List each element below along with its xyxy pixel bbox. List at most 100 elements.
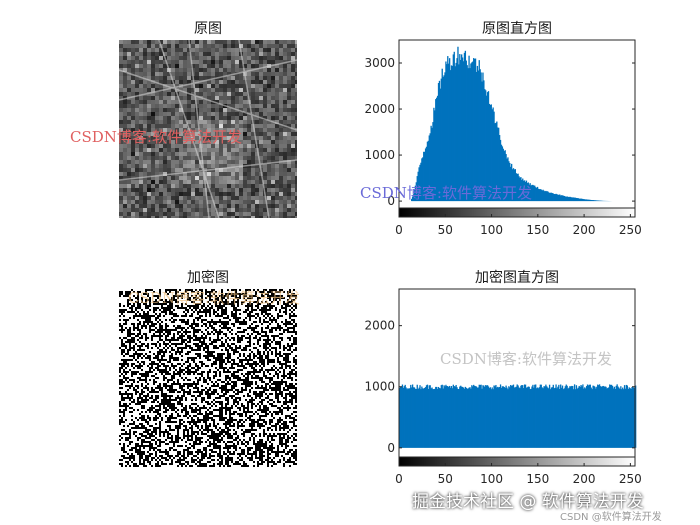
histogram-1-bar — [580, 198, 582, 202]
histogram-2-bar — [571, 385, 573, 448]
histogram-2-bar — [452, 384, 455, 448]
histogram-2-bar — [461, 386, 464, 448]
histogram-1-bar — [574, 197, 577, 202]
histogram-1-bar — [417, 171, 419, 202]
histogram-2-colorbar — [398, 456, 636, 467]
histogram-2-bar — [421, 386, 423, 448]
histogram-1-bar — [454, 66, 456, 202]
histogram-2-bar — [488, 388, 491, 448]
histogram-1-bar — [556, 194, 558, 202]
histogram-2-bar — [490, 389, 492, 448]
histogram-2-bar — [631, 387, 633, 448]
histogram-1-bar — [441, 68, 443, 202]
histogram-1-bar — [519, 177, 521, 202]
histogram-1-bar — [523, 180, 526, 202]
histogram-1-bar — [542, 189, 544, 202]
histogram-2-bar — [583, 388, 585, 448]
histogram-1-bar — [472, 61, 474, 202]
histogram-2-bars — [399, 384, 637, 448]
histogram-2-bar — [472, 386, 474, 448]
histogram-2-bar — [590, 387, 592, 448]
histogram-2-bar — [554, 387, 556, 448]
histogram-1-bar — [528, 184, 530, 202]
histogram-2-bar — [515, 386, 517, 448]
histogram-1-bar — [460, 59, 462, 202]
histogram-2-bar — [625, 384, 628, 448]
histogram-2-bar — [585, 386, 588, 448]
histogram-1-bar — [559, 194, 561, 202]
histogram-2-bar — [537, 388, 540, 448]
histogram-2-bar — [511, 385, 514, 448]
histogram-2-bar — [596, 386, 598, 448]
histogram-2-bar — [463, 388, 466, 448]
histogram-1-ytick-label: 1000 — [364, 148, 395, 162]
histogram-1-bar — [514, 169, 517, 202]
histogram-2-bar — [606, 388, 608, 448]
footer-main: 掘金技术社区 @ 软件算法开发 — [412, 492, 644, 512]
histogram-1-bar — [484, 89, 486, 202]
histogram-2-bar — [582, 384, 584, 448]
histogram-2-bar — [465, 387, 467, 448]
histogram-1-bar — [512, 168, 515, 202]
histogram-1-bar — [545, 190, 547, 202]
histogram-2-bar — [621, 389, 623, 448]
histogram-2-bar — [546, 386, 548, 448]
histogram-1-bar — [529, 183, 531, 202]
histogram-1-bar — [423, 151, 426, 202]
histogram-2-bar — [437, 386, 440, 448]
histogram-2-bar — [491, 387, 493, 448]
histogram-1-bar — [584, 199, 586, 202]
histogram-1-bar — [427, 140, 430, 202]
histogram-2-bar — [418, 387, 420, 448]
histogram-2-bar — [404, 384, 406, 448]
histogram-2-bar — [622, 389, 625, 448]
histogram-1-bar — [518, 176, 520, 202]
histogram-2-bar — [528, 386, 530, 448]
histogram-2-bar — [496, 387, 498, 448]
histogram-2-bar — [512, 384, 515, 448]
histogram-1-bar — [458, 64, 460, 202]
histogram-2-bar — [475, 386, 478, 448]
histogram-1-bar — [418, 167, 420, 202]
histogram-2-bar — [589, 384, 591, 448]
histogram-2-bar — [433, 389, 435, 448]
histogram-1-bar — [497, 127, 499, 202]
histogram-1-bar — [532, 184, 534, 202]
histogram-2-bar — [548, 388, 550, 448]
histogram-2-bar — [601, 386, 604, 448]
histogram-2-bar — [579, 386, 581, 448]
histogram-2-bar — [447, 386, 449, 448]
histogram-2-bar — [531, 386, 533, 448]
histogram-1-xtick-label: 150 — [526, 223, 549, 237]
histogram-1-bar — [429, 133, 431, 202]
histogram-2-bar — [438, 388, 441, 448]
histogram-1-bar — [544, 191, 546, 202]
histogram-1-bar — [482, 72, 484, 202]
histogram-1-bar — [425, 146, 428, 202]
histogram-1-bar — [469, 68, 471, 202]
histogram-2-bar — [489, 387, 492, 448]
histogram-2-bar — [457, 388, 459, 448]
histogram-2-bar — [473, 385, 476, 448]
histogram-1-bar — [433, 107, 435, 202]
histogram-2-bar — [577, 387, 579, 448]
histogram-1-bar — [440, 78, 442, 202]
histogram-1-bar — [430, 125, 432, 202]
histogram-2-bar — [553, 388, 555, 448]
histogram-1-bar — [565, 196, 567, 202]
histogram-1-bar — [506, 158, 508, 202]
histogram-1-bar — [453, 51, 455, 202]
histogram-2-bar — [573, 384, 576, 448]
histogram-1-bar — [572, 197, 575, 202]
histogram-2-bar — [504, 387, 506, 448]
histogram-1-bar — [501, 146, 504, 202]
histogram-2-bar — [612, 388, 615, 448]
histogram-2-bar — [410, 384, 412, 448]
histogram-2-bar — [523, 388, 525, 448]
histogram-2-bar — [618, 387, 620, 448]
histogram-2-bar — [499, 384, 502, 448]
histogram-1-bar — [437, 83, 440, 202]
histogram-1-xtick-label: 200 — [573, 223, 596, 237]
histogram-2-bar — [555, 384, 557, 448]
histogram-1-bar — [447, 56, 449, 202]
